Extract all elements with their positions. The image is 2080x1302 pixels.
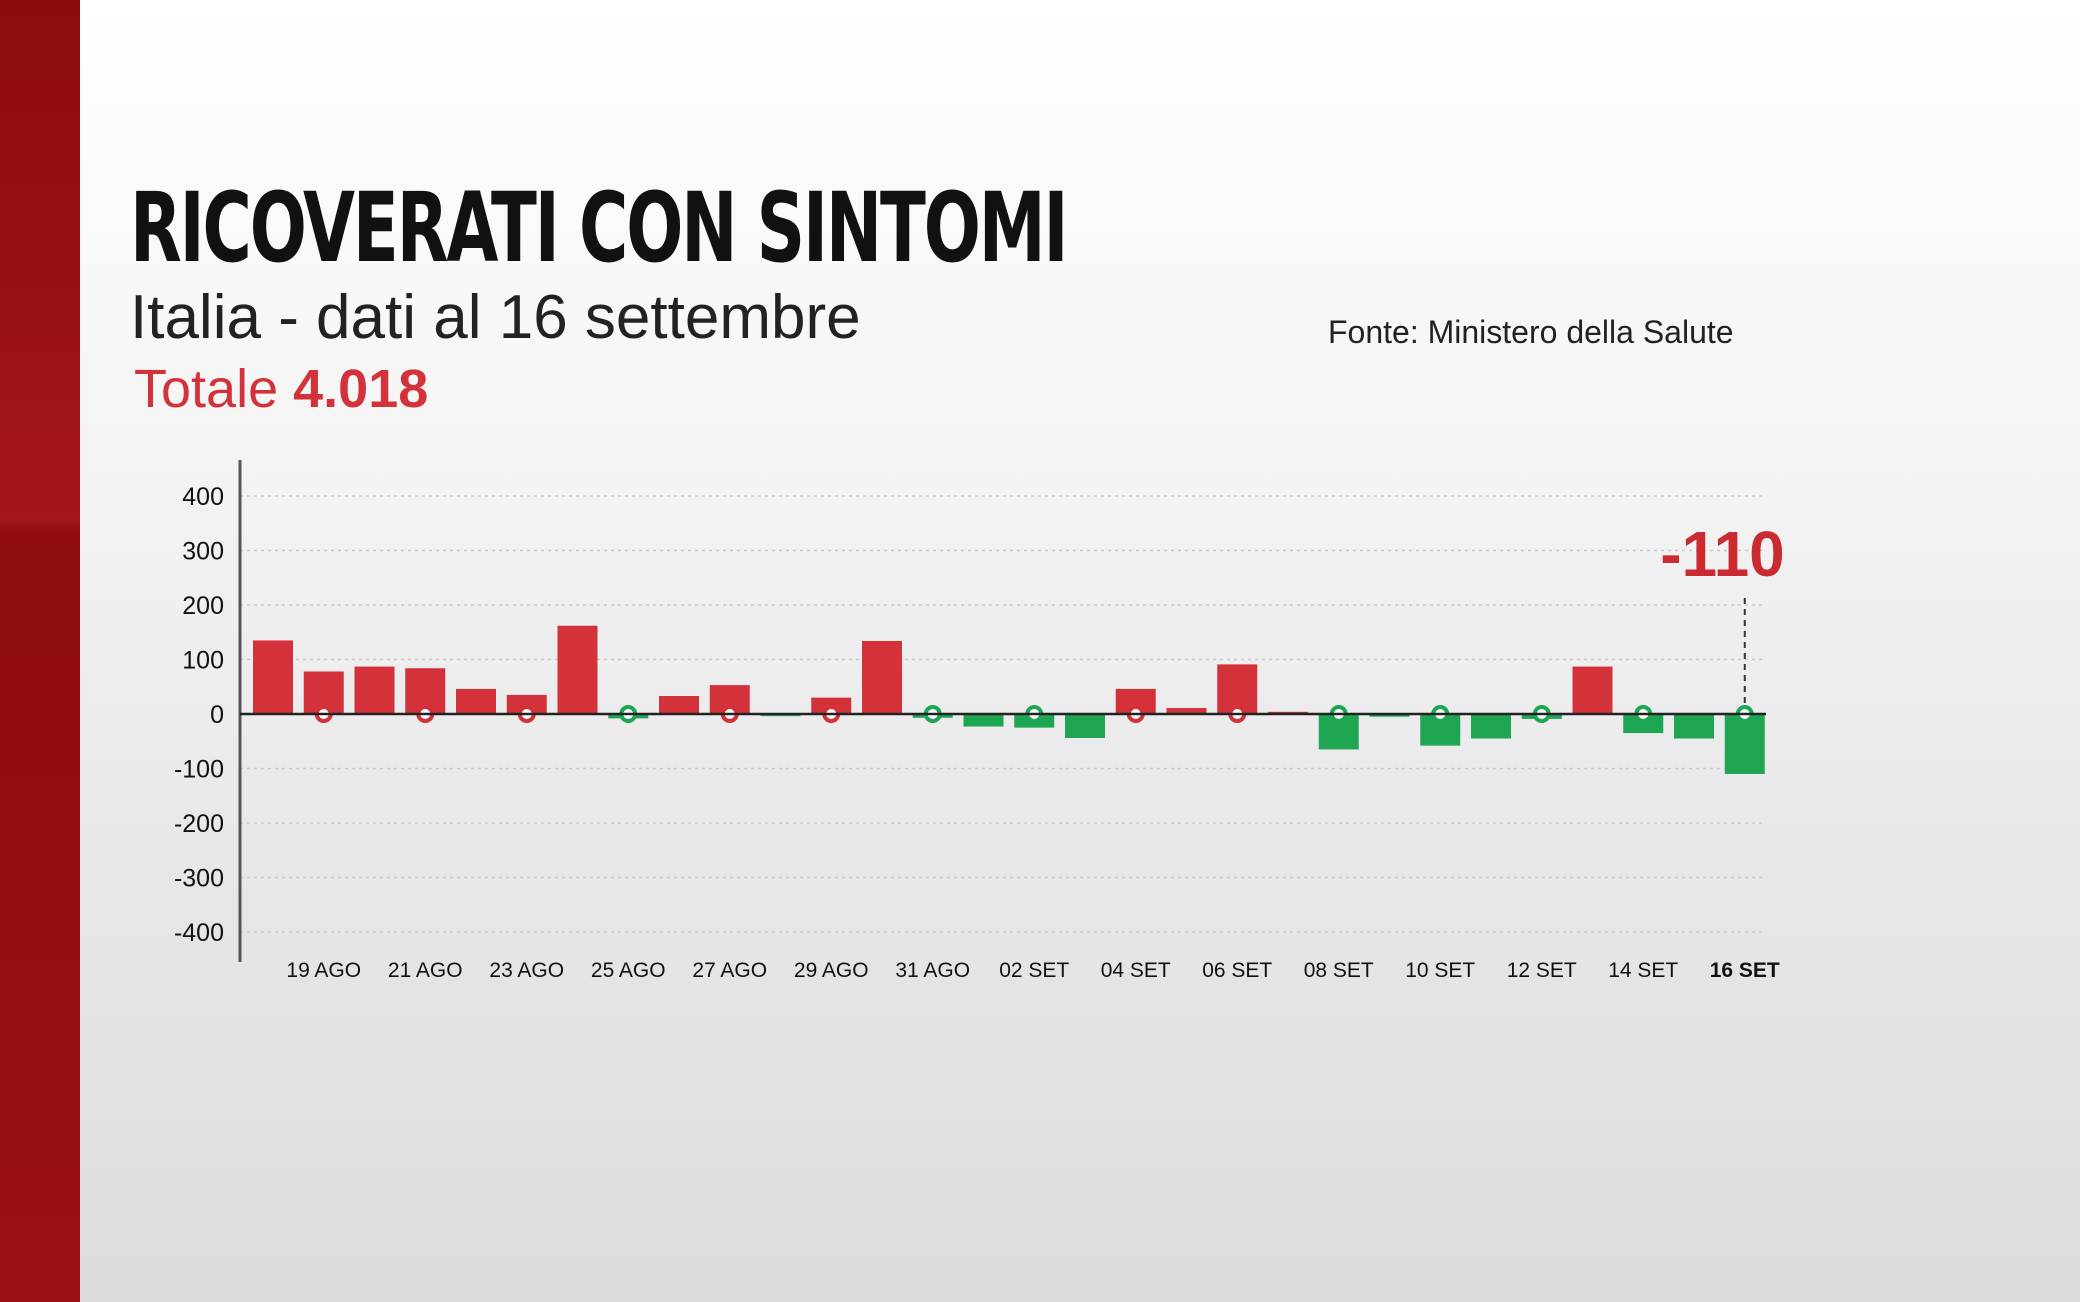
total-line: Totale 4.018 xyxy=(134,356,428,422)
x-tick-label: 08 SET xyxy=(1304,959,1374,982)
x-tick-label: 31 AGO xyxy=(895,959,970,982)
side-accent-bar xyxy=(0,0,80,1302)
bar xyxy=(862,640,902,714)
y-tick-label: -400 xyxy=(174,919,224,947)
total-value: 4.018 xyxy=(293,359,429,419)
bar xyxy=(1724,714,1765,774)
bar xyxy=(1674,714,1714,739)
y-tick-label: -300 xyxy=(174,865,224,893)
x-tick-label: 27 AGO xyxy=(692,959,767,982)
x-tick-label: 29 AGO xyxy=(794,959,869,982)
y-tick-label: 400 xyxy=(182,483,224,511)
x-tick-label: 06 SET xyxy=(1202,959,1272,982)
bar xyxy=(659,696,699,714)
bar xyxy=(963,714,1004,727)
y-tick-labels: 400 300 200 100 0 -100 -200 -300 -400 xyxy=(174,483,224,947)
x-tick-label: 14 SET xyxy=(1608,959,1678,982)
y-tick-label: 100 xyxy=(182,647,224,675)
source-note: Fonte: Ministero della Salute xyxy=(1328,314,1734,350)
annotation: -110 xyxy=(1660,518,1785,706)
total-label: Totale xyxy=(134,359,279,419)
bar xyxy=(456,688,496,714)
x-tick-labels: 19 AGO 21 AGO 23 AGO 25 AGO 27 AGO 29 AGO 31 A… xyxy=(286,959,1780,982)
y-tick-label: 0 xyxy=(210,701,224,729)
x-tick-label: 12 SET xyxy=(1507,959,1577,982)
bar xyxy=(1623,714,1664,734)
y-tick-label: 300 xyxy=(182,538,224,566)
bar xyxy=(557,625,598,714)
x-tick-label: 16 SET xyxy=(1710,959,1780,982)
x-tick-label: 25 AGO xyxy=(591,959,666,982)
x-tick-label: 10 SET xyxy=(1405,959,1475,982)
bar xyxy=(253,640,293,714)
x-tick-label: 04 SET xyxy=(1101,959,1171,982)
bar xyxy=(506,694,547,714)
bar xyxy=(1572,666,1613,714)
x-tick-label: 23 AGO xyxy=(489,959,564,982)
bar xyxy=(1065,714,1105,738)
y-tick-label: -200 xyxy=(174,810,224,838)
bar xyxy=(1369,714,1410,717)
bar xyxy=(1471,714,1511,739)
x-tick-label: 02 SET xyxy=(999,959,1069,982)
chart-title: RICOVERATI CON SINTOMI xyxy=(130,172,1069,284)
bars xyxy=(253,625,1765,774)
axes xyxy=(238,460,1766,962)
bar xyxy=(1166,708,1207,714)
y-tick-label: 200 xyxy=(182,592,224,620)
x-tick-label: 19 AGO xyxy=(286,959,361,982)
bar xyxy=(354,666,395,714)
y-tick-label: -100 xyxy=(174,756,224,784)
annotation-label: -110 xyxy=(1660,518,1785,590)
x-tick-label: 21 AGO xyxy=(388,959,463,982)
chart-subtitle: Italia - dati al 16 settembre xyxy=(130,283,861,352)
